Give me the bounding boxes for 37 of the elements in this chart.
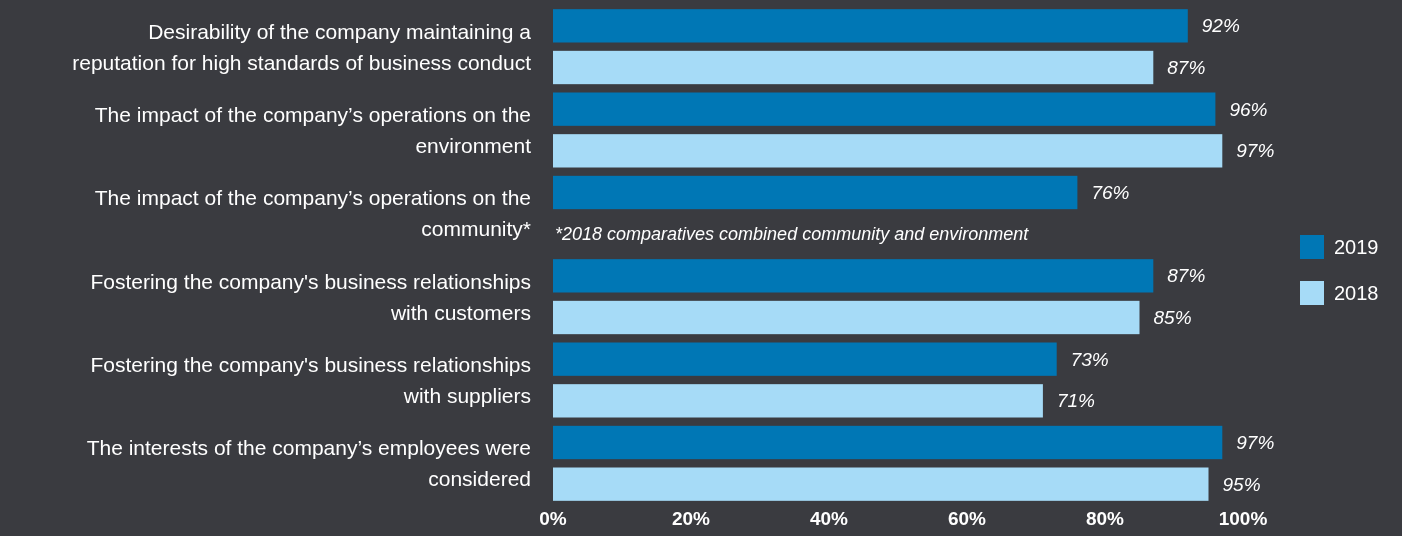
- x-tick-label: 0%: [539, 508, 567, 529]
- data-label: 87%: [1167, 57, 1206, 79]
- data-label: 97%: [1236, 432, 1275, 454]
- bar: [553, 384, 1043, 418]
- annotation: *2018 comparatives combined community and environment: [555, 224, 1030, 245]
- x-tick-label: 100%: [1218, 508, 1268, 529]
- y-tick-label: The impact of the company’s operations on the community*: [94, 186, 531, 241]
- x-tick-label: 80%: [1085, 508, 1125, 529]
- data-label: 92%: [1201, 15, 1240, 37]
- bar: [553, 425, 1223, 460]
- data-label: 85%: [1153, 307, 1192, 329]
- legend-label: 2018: [1334, 282, 1379, 304]
- bar: [553, 175, 1078, 210]
- y-tick-label: Fostering the company's business relationships with suppliers: [90, 352, 531, 407]
- data-label: 95%: [1222, 473, 1261, 495]
- bar: [553, 9, 1188, 43]
- bar: [553, 300, 1140, 335]
- bar: [553, 342, 1057, 376]
- bar: [553, 134, 1223, 168]
- y-tick-label: Fostering the company's business relationships with customers: [90, 269, 531, 324]
- bar: [553, 259, 1154, 293]
- data-label: 71%: [1056, 390, 1096, 412]
- data-label: 87%: [1167, 265, 1206, 287]
- y-tick-label: The impact of the company’s operations on the environment: [94, 102, 532, 157]
- data-label: 73%: [1070, 348, 1109, 370]
- data-label: 97%: [1236, 140, 1275, 162]
- y-tick-label: Desirability of the company maintaining a reputation for high standards of business conduct: [72, 19, 532, 74]
- bar: [553, 467, 1209, 501]
- bar: [553, 92, 1216, 126]
- bar: [553, 50, 1154, 85]
- legend-label: 2019: [1334, 236, 1379, 258]
- x-tick-label: 60%: [947, 508, 987, 529]
- data-label: 76%: [1091, 182, 1130, 204]
- data-label: 96%: [1229, 98, 1268, 120]
- x-tick-label: 40%: [809, 508, 849, 529]
- x-tick-label: 20%: [671, 508, 711, 529]
- y-tick-label: The interests of the company’s employees were considered: [86, 436, 531, 491]
